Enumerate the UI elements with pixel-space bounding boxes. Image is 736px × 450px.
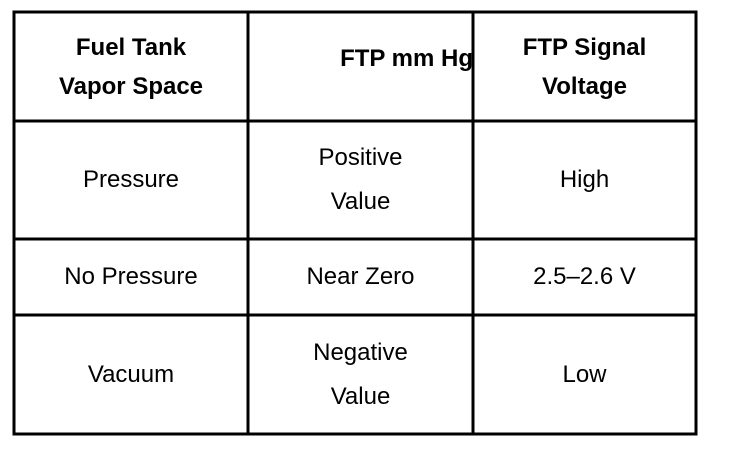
header-signal-voltage: FTP Signal Voltage [473, 12, 696, 121]
header-ftp-mmhg-line2: FTP mm Hg [340, 45, 473, 72]
cell-text-line1: Positive [318, 144, 403, 171]
table-cell-vapor-space: Vacuum [14, 315, 248, 434]
header-vapor-space-line2: Vapor Space [58, 72, 204, 100]
table-cell-ftp-mmhg: Near Zero [248, 239, 473, 315]
cell-text-line1: Negative [313, 338, 408, 366]
cell-text: Vacuum [87, 360, 175, 388]
table-cell-vapor-space: No Pressure [14, 239, 248, 315]
cell-text: Pressure [82, 166, 180, 193]
table-cell-vapor-space: Pressure [14, 121, 248, 239]
cell-text: High [559, 166, 610, 193]
table-cell-ftp-mmhg: Positive Value [248, 121, 473, 239]
header-vapor-space-line1: Fuel Tank [75, 33, 187, 61]
table-cell-voltage: Low [473, 315, 696, 434]
table-cell-voltage: High [473, 121, 696, 239]
cell-text: Low [562, 360, 607, 388]
cell-text: 2.5–2.6 V [533, 263, 636, 290]
cell-text-line2: Value [330, 382, 391, 410]
cell-text: Near Zero [306, 263, 415, 290]
table-cell-ftp-mmhg: Negative Value [248, 315, 473, 434]
cell-text-line2: Value [330, 188, 391, 215]
header-vapor-space: Fuel Tank Vapor Space [14, 12, 248, 121]
header-signal-voltage-line2: Voltage [542, 72, 627, 100]
table-cell-voltage: 2.5–2.6 V [473, 239, 696, 315]
header-signal-voltage-line1: FTP Signal [522, 33, 647, 61]
header-ftp-mmhg: FTP mm Hg [248, 12, 473, 121]
cell-text: No Pressure [64, 263, 198, 290]
